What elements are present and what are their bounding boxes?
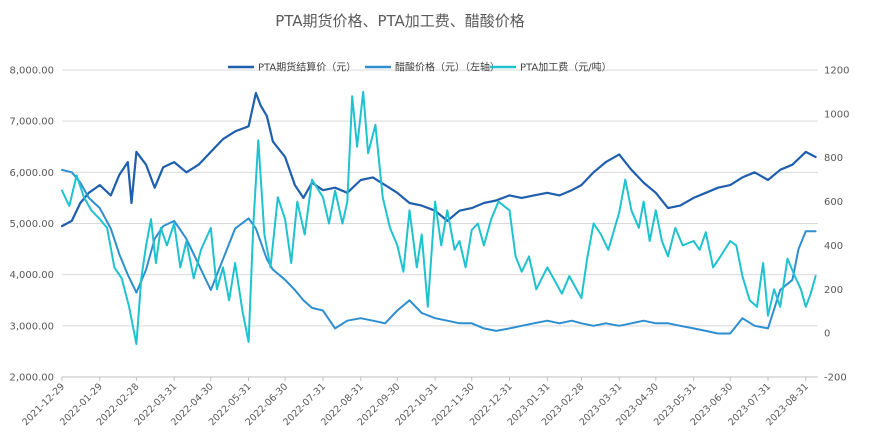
right-tick-label: 600: [824, 197, 843, 208]
chart-title: PTA期货价格、PTA加工费、醋酸价格: [275, 12, 525, 30]
left-tick-label: 7,000.00: [9, 117, 54, 128]
right-tick-label: 400: [824, 241, 843, 252]
right-tick-label: 1200: [824, 66, 849, 77]
legend-label: 醋酸价格（元）（左轴）: [395, 61, 500, 74]
legend-label: PTA期货结算价（元）: [258, 61, 356, 74]
right-axis: -200 0 200 400 600 800 1000 1200: [824, 66, 849, 384]
series-line-1: [60, 91, 817, 228]
series-layer: [60, 90, 817, 346]
series-line-3: [61, 90, 817, 346]
left-tick-label: 4,000.00: [9, 270, 54, 281]
right-tick-label: 800: [824, 153, 843, 164]
x-axis: 2021-12-292022-01-292022-02-282022-03-31…: [20, 376, 818, 428]
legend: PTA期货结算价（元） 醋酸价格（元）（左轴） PTA加工费（元/吨）: [228, 61, 612, 74]
left-tick-label: 3,000.00: [9, 321, 54, 332]
right-tick-label: 1000: [824, 109, 849, 120]
left-axis: 2,000.00 3,000.00 4,000.00 5,000.00 6,000.00…: [9, 66, 54, 384]
right-tick-label: 0: [824, 329, 830, 340]
right-tick-label: 200: [824, 285, 843, 296]
series-line-2: [61, 168, 817, 335]
left-tick-label: 6,000.00: [9, 168, 54, 179]
left-tick-label: 2,000.00: [9, 373, 54, 384]
right-tick-label: -200: [824, 373, 847, 384]
left-tick-label: 5,000.00: [9, 219, 54, 230]
legend-label: PTA加工费（元/吨）: [520, 61, 612, 74]
left-tick-label: 8,000.00: [9, 66, 54, 77]
